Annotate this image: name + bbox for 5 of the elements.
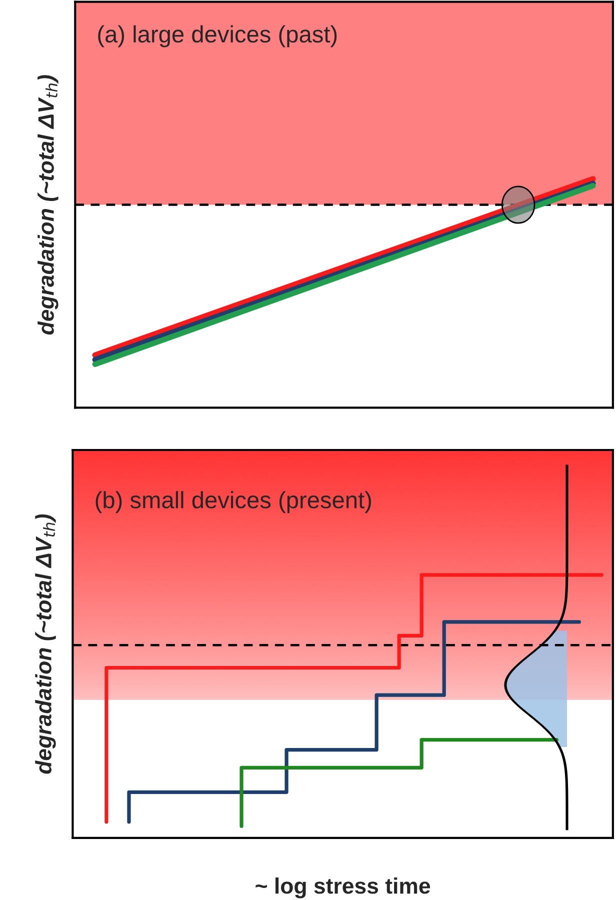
- text: (b) small devices (present): [96, 491, 371, 514]
- x-axis-title: ~ log stress time: [256, 877, 430, 898]
- y-axis-title: degradation (~total ΔV$_{th}$): [35, 514, 56, 774]
- y-axis-title: degradation (~total ΔV$_{th}$): [38, 75, 58, 335]
- text: (a) large devices (past): [98, 25, 337, 48]
